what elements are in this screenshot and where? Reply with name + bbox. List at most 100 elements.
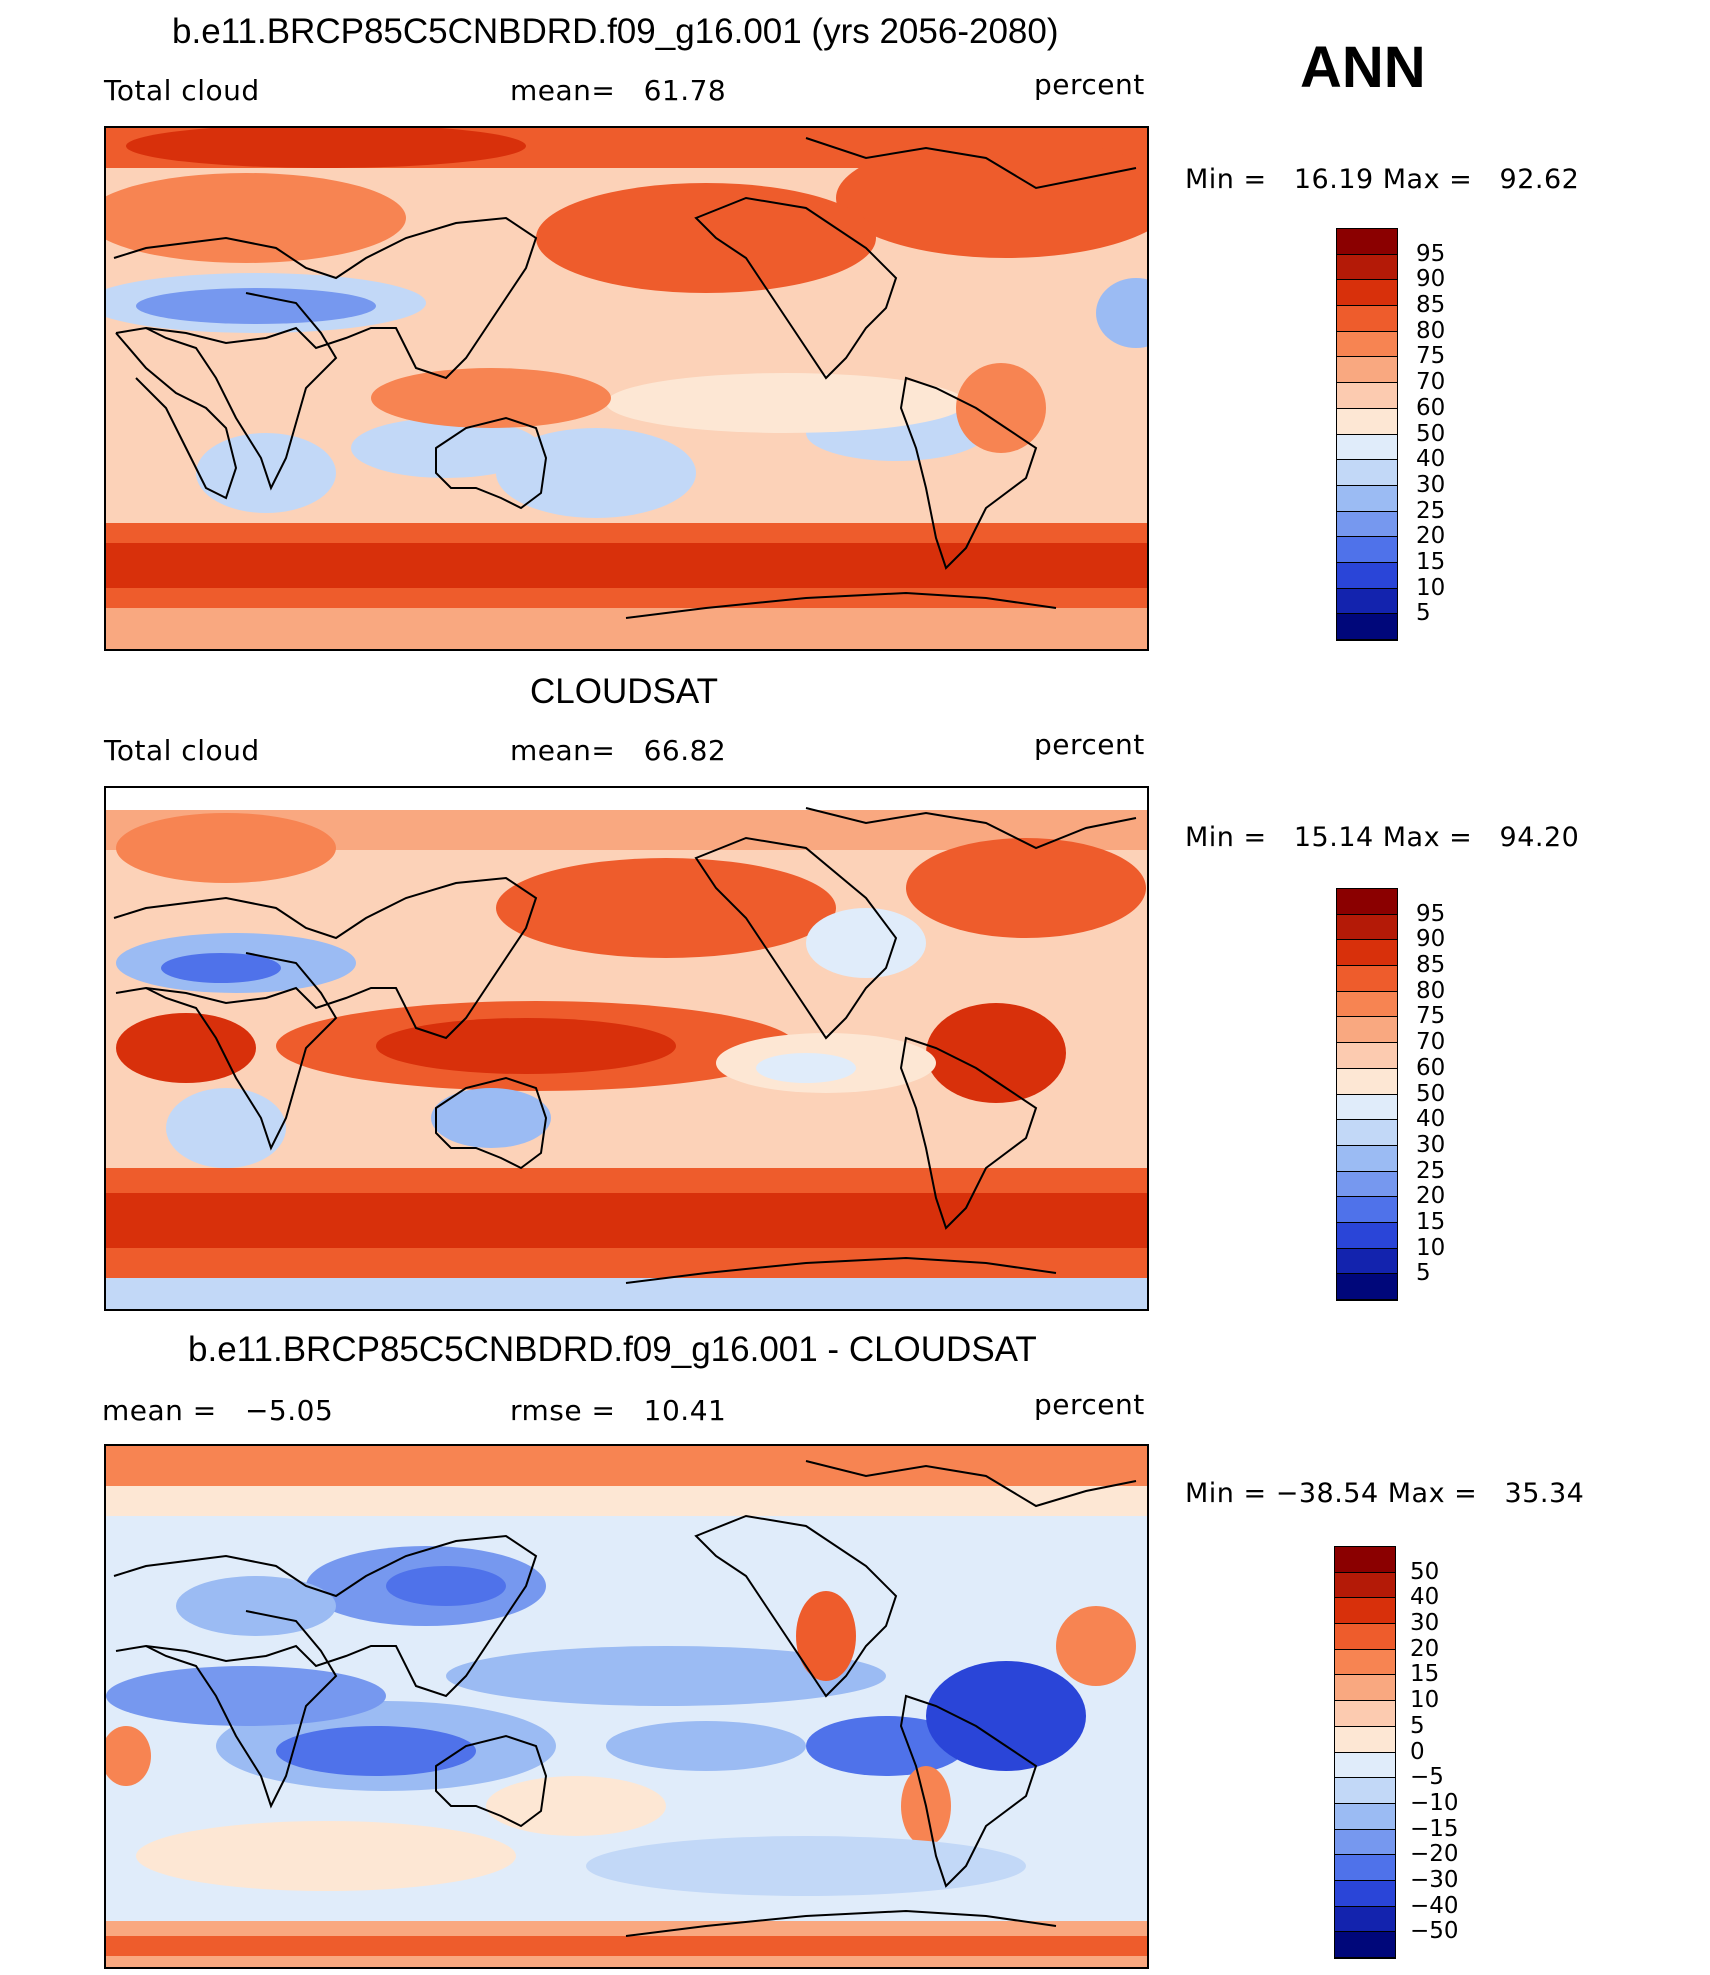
panel-3-max-value: 35.34 xyxy=(1504,1478,1585,1509)
colorbar-tick-label: 90 xyxy=(1416,926,1446,953)
colorbar-cell xyxy=(1337,614,1397,640)
colorbar-cell xyxy=(1337,1120,1397,1146)
colorbar-tick-label: 95 xyxy=(1416,240,1446,267)
colorbar-cell xyxy=(1337,408,1397,435)
colorbar-cell xyxy=(1337,254,1397,281)
colorbar-tick-label: 70 xyxy=(1416,1029,1446,1056)
colorbar-cell xyxy=(1337,485,1397,512)
colorbar-tick-label: 60 xyxy=(1416,1054,1446,1081)
panel-1-max-label: Max xyxy=(1382,164,1441,195)
panel-2-left-label: Total cloud xyxy=(104,734,260,767)
panel-1-title: b.e11.BRCP85C5CNBDRD.f09_g16.001 (yrs 20… xyxy=(172,12,1059,51)
panel-2-min-label: Min xyxy=(1185,822,1235,853)
colorbar-tick-label: 25 xyxy=(1416,1157,1446,1184)
panel-1-max-value: 92.62 xyxy=(1499,164,1580,195)
colorbar-cell xyxy=(1337,889,1397,915)
colorbar-cell xyxy=(1337,306,1397,332)
colorbar-tick-label: 10 xyxy=(1416,1234,1446,1261)
colorbar-cell xyxy=(1337,1171,1397,1198)
panel-3-colorbar xyxy=(1334,1546,1396,1959)
colorbar-cell xyxy=(1337,331,1397,358)
panel-3-contour-field xyxy=(106,1446,1147,1967)
panel-2-units-label: percent xyxy=(1034,728,1145,761)
colorbar-tick-label: 50 xyxy=(1416,420,1446,447)
panel-2-min-value: 15.14 xyxy=(1293,822,1374,853)
colorbar-tick-label: 20 xyxy=(1410,1635,1440,1662)
colorbar-cell xyxy=(1335,1547,1395,1573)
colorbar-cell xyxy=(1335,1906,1395,1933)
colorbar-tick-label: 15 xyxy=(1416,548,1446,575)
panel-3-min-value: −38.54 xyxy=(1275,1478,1379,1509)
panel-1-map xyxy=(104,126,1149,651)
colorbar-cell xyxy=(1337,562,1397,589)
colorbar-tick-label: 95 xyxy=(1416,900,1446,927)
colorbar-tick-label: −50 xyxy=(1410,1918,1459,1945)
colorbar-tick-label: 5 xyxy=(1410,1712,1425,1739)
colorbar-cell xyxy=(1337,537,1397,563)
colorbar-cell xyxy=(1335,1932,1395,1958)
colorbar-tick-label: 85 xyxy=(1416,292,1446,319)
colorbar-tick-label: 80 xyxy=(1416,317,1446,344)
panel-2-max-value: 94.20 xyxy=(1499,822,1580,853)
panel-1-min-label: Min xyxy=(1185,164,1235,195)
panel-2-colorbar xyxy=(1336,888,1398,1301)
panel-2-mean-label: mean= 66.82 xyxy=(510,734,727,767)
colorbar-cell xyxy=(1337,588,1397,615)
colorbar-cell xyxy=(1337,460,1397,486)
panel-3-units-label: percent xyxy=(1034,1388,1145,1421)
panel-1-mean-label: mean= 61.78 xyxy=(510,74,727,107)
colorbar-cell xyxy=(1337,383,1397,409)
panel-1-left-label: Total cloud xyxy=(104,74,260,107)
colorbar-cell xyxy=(1337,914,1397,941)
panel-3-mean-label: mean = −5.05 xyxy=(102,1394,334,1427)
colorbar-cell xyxy=(1337,1222,1397,1249)
panel-3-map xyxy=(104,1444,1149,1969)
colorbar-cell xyxy=(1337,357,1397,384)
colorbar-tick-label: 40 xyxy=(1416,1106,1446,1133)
colorbar-cell xyxy=(1337,434,1397,461)
colorbar-cell xyxy=(1335,1701,1395,1727)
colorbar-tick-label: 50 xyxy=(1416,1080,1446,1107)
colorbar-tick-label: 30 xyxy=(1416,471,1446,498)
colorbar-cell xyxy=(1335,1752,1395,1779)
colorbar-tick-label: −30 xyxy=(1410,1866,1459,1893)
colorbar-tick-label: 60 xyxy=(1416,394,1446,421)
colorbar-cell xyxy=(1335,1624,1395,1650)
colorbar-cell xyxy=(1337,229,1397,255)
colorbar-cell xyxy=(1335,1829,1395,1856)
colorbar-cell xyxy=(1335,1598,1395,1625)
colorbar-tick-label: 90 xyxy=(1416,266,1446,293)
colorbar-tick-label: 50 xyxy=(1410,1558,1440,1585)
colorbar-cell xyxy=(1335,1649,1395,1676)
colorbar-cell xyxy=(1337,1017,1397,1044)
panel-1-units-label: percent xyxy=(1034,68,1145,101)
colorbar-cell xyxy=(1337,991,1397,1018)
colorbar-cell xyxy=(1337,1248,1397,1275)
panel-2-title: CLOUDSAT xyxy=(530,672,718,711)
colorbar-cell xyxy=(1337,1145,1397,1172)
colorbar-cell xyxy=(1335,1778,1395,1804)
colorbar-cell xyxy=(1337,966,1397,992)
panel-1-min-value: 16.19 xyxy=(1293,164,1374,195)
colorbar-cell xyxy=(1335,1572,1395,1599)
colorbar-cell xyxy=(1335,1855,1395,1881)
colorbar-tick-label: 15 xyxy=(1410,1661,1440,1688)
colorbar-tick-label: −20 xyxy=(1410,1841,1459,1868)
colorbar-tick-label: −10 xyxy=(1410,1789,1459,1816)
colorbar-tick-label: −40 xyxy=(1410,1892,1459,1919)
colorbar-tick-label: 40 xyxy=(1410,1584,1440,1611)
colorbar-tick-label: 5 xyxy=(1416,1260,1431,1287)
colorbar-tick-label: 15 xyxy=(1416,1208,1446,1235)
colorbar-cell xyxy=(1337,1274,1397,1300)
panel-3-colorbar-labels: 50 40 30 20 15 10 5 0 −5 −10 −15 −20 −30 −40 −50 xyxy=(1410,1546,1480,1959)
colorbar-tick-label: −15 xyxy=(1410,1815,1459,1842)
colorbar-cell xyxy=(1335,1880,1395,1907)
panel-1-minmax: Min = 16.19 Max = 92.62 xyxy=(1185,164,1580,195)
colorbar-cell xyxy=(1335,1726,1395,1753)
colorbar-cell xyxy=(1337,1197,1397,1223)
colorbar-tick-label: −5 xyxy=(1410,1764,1444,1791)
colorbar-tick-label: 25 xyxy=(1416,497,1446,524)
panel-3-minmax: Min = −38.54 Max = 35.34 xyxy=(1185,1478,1585,1509)
panel-2-contour-field xyxy=(106,788,1147,1309)
colorbar-tick-label: 20 xyxy=(1416,1183,1446,1210)
